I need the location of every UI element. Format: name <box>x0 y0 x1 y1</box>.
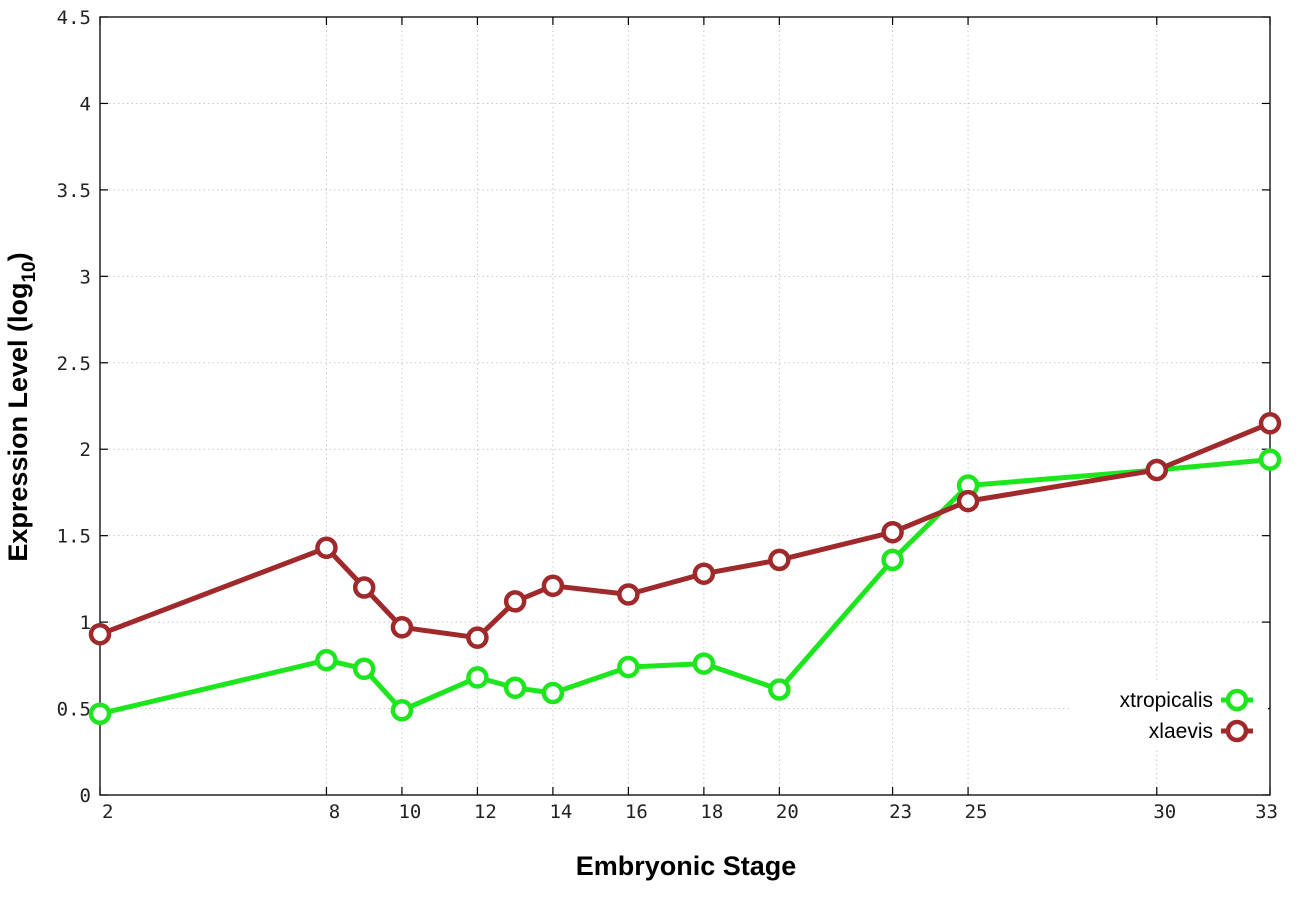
series-layer <box>88 412 1282 725</box>
x-tick-label: 33 <box>1255 801 1278 823</box>
y-tick-label: 2.5 <box>57 353 91 375</box>
data-point-xtropicalis <box>352 657 376 681</box>
plot-frame <box>99 16 1271 796</box>
data-point-xtropicalis <box>617 655 640 679</box>
legend-label: xlaevis <box>1149 720 1213 743</box>
data-point-xlaevis <box>88 622 112 646</box>
x-tick-label: 10 <box>398 801 421 823</box>
x-tick-label: 23 <box>889 801 912 823</box>
grid-lines <box>100 17 1270 795</box>
data-point-xtropicalis <box>315 648 338 672</box>
axis-ticks: 0 0.5 1 1.5 2 2.5 3 3.5 4 4.5 2 8 10 12 14 16 18 20 23 25 30… <box>57 7 1278 823</box>
data-point-xtropicalis <box>503 676 527 700</box>
data-point-xlaevis <box>956 489 980 513</box>
series-xlaevis <box>88 412 1282 649</box>
y-axis-title-subscript: 10 <box>19 261 40 282</box>
y-tick-label: 1.5 <box>57 526 91 548</box>
x-tick-label: 8 <box>329 801 340 823</box>
x-tick-label: 16 <box>625 801 648 823</box>
x-tick-label: 14 <box>549 801 572 823</box>
legend-label: xtropicalis <box>1120 689 1213 712</box>
data-point-xtropicalis <box>1258 448 1282 471</box>
data-point-xlaevis <box>541 574 565 598</box>
y-tick-label: 3.5 <box>57 180 91 202</box>
legend: xtropicalis xlaevis <box>1120 688 1253 743</box>
data-point-xlaevis <box>1145 458 1169 482</box>
series-line-xtropicalis <box>99 457 1271 717</box>
x-tick-label: 30 <box>1153 801 1176 823</box>
data-point-xlaevis <box>617 583 640 606</box>
y-axis-title-main: Expression Level (log <box>3 283 33 562</box>
y-tick-label: 3 <box>80 266 91 288</box>
y-tick-label: 1 <box>80 612 91 634</box>
data-point-xtropicalis <box>881 548 904 572</box>
data-point-xlaevis <box>692 562 716 585</box>
x-axis-title: Embryonic Stage <box>576 851 797 881</box>
x-tick-label: 2 <box>102 801 113 823</box>
data-point-xlaevis <box>466 626 489 649</box>
y-tick-label: 0.5 <box>57 699 91 721</box>
legend-swatch-marker <box>1225 688 1249 712</box>
y-tick-label: 2 <box>80 439 91 461</box>
x-tick-label: 18 <box>700 801 723 823</box>
y-axis-title: Expression Level (log10) <box>3 252 40 561</box>
x-tick-label: 12 <box>474 801 497 823</box>
y-axis-title-close: ) <box>3 252 33 261</box>
data-point-xtropicalis <box>88 702 112 725</box>
data-point-xtropicalis <box>768 678 791 701</box>
series-line-xlaevis <box>99 420 1271 641</box>
data-point-xtropicalis <box>692 652 716 675</box>
data-point-xlaevis <box>503 590 527 613</box>
data-point-xtropicalis <box>390 699 414 722</box>
y-tick-label: 0 <box>80 785 91 807</box>
data-point-xlaevis <box>1258 412 1282 435</box>
y-tick-label: 4.5 <box>57 7 91 29</box>
series-xtropicalis <box>88 448 1282 725</box>
data-point-xlaevis <box>315 536 338 560</box>
data-point-xtropicalis <box>466 666 489 689</box>
data-point-xlaevis <box>352 576 376 599</box>
data-point-xlaevis <box>768 548 791 572</box>
legend-swatch-marker <box>1225 719 1249 743</box>
data-point-xlaevis <box>390 616 414 639</box>
data-point-xlaevis <box>881 520 904 544</box>
y-tick-label: 4 <box>80 93 91 115</box>
data-point-xtropicalis <box>541 681 565 705</box>
x-tick-label: 25 <box>965 801 988 823</box>
x-tick-label: 20 <box>776 801 799 823</box>
